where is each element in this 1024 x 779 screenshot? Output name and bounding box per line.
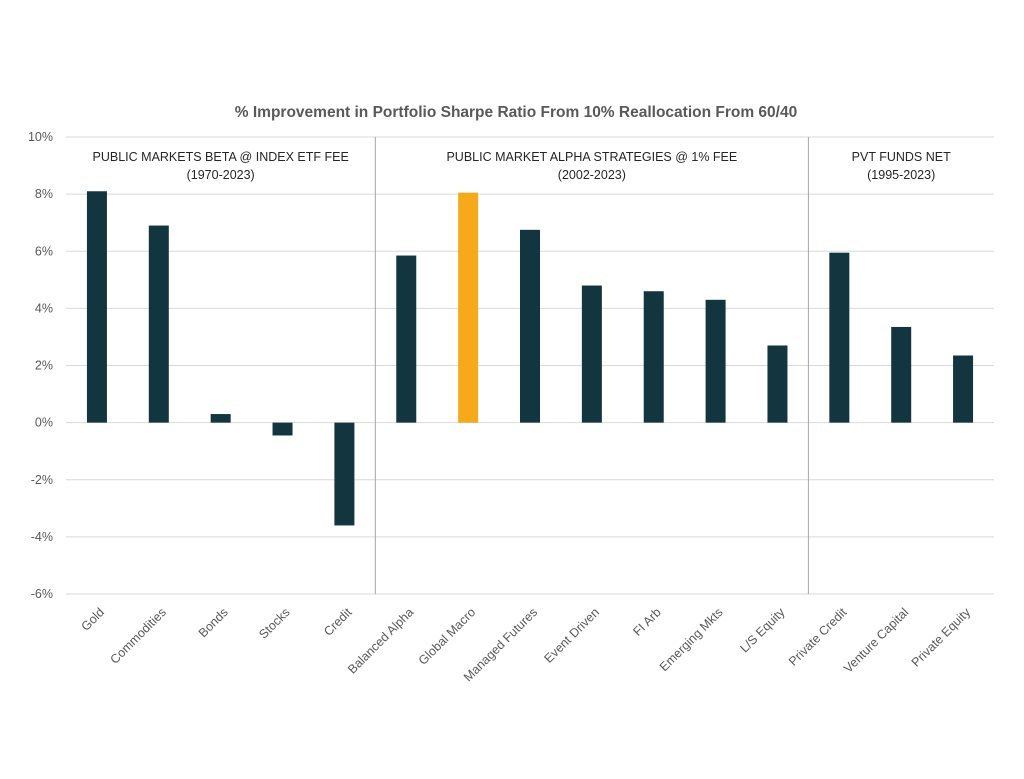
x-axis-categories: Gold Commodities Bonds Stocks CreditBalanced…	[78, 605, 973, 685]
y-tick-label: 6%	[35, 244, 53, 258]
x-category-label: Event Driven	[541, 605, 602, 666]
bar	[643, 291, 664, 423]
x-category-label: Global Macro	[416, 605, 478, 667]
x-category-label: FI Arb	[630, 605, 664, 639]
x-category-label: Private Equity	[909, 605, 974, 670]
chart-title: % Improvement in Portfolio Sharpe Ratio …	[235, 104, 797, 121]
x-category-label: Balanced Alpha	[345, 605, 416, 676]
segment-header: PVT FUNDS NET	[852, 150, 951, 164]
bar	[520, 229, 540, 423]
y-tick-label: 0%	[35, 416, 53, 430]
bar	[705, 299, 726, 423]
bar	[458, 192, 479, 423]
y-tick-label: 2%	[35, 359, 53, 373]
x-category-label: Emerging Mkts	[657, 605, 726, 674]
x-category-label: Private Credit	[786, 605, 850, 669]
x-category-label: L/S Equity	[737, 605, 788, 656]
bar	[829, 252, 850, 423]
x-category-label: Stocks	[256, 605, 292, 641]
x-category-label: Commodities	[107, 605, 168, 666]
y-tick-label: 10%	[28, 130, 53, 144]
bar	[767, 345, 788, 423]
bar	[396, 255, 417, 423]
segment-header: PUBLIC MARKETS BETA @ INDEX ETF FEE	[93, 150, 349, 164]
y-tick-label: 4%	[35, 301, 53, 315]
y-tick-label: -4%	[31, 530, 53, 544]
bar	[272, 422, 293, 436]
y-tick-label: -6%	[31, 587, 53, 601]
bar	[210, 414, 231, 423]
bars	[86, 191, 974, 526]
segment-period: (1970-2023)	[187, 168, 255, 182]
x-category-label: Gold	[78, 605, 107, 634]
x-category-label: Bonds	[196, 605, 231, 640]
bar	[581, 285, 602, 423]
bar	[891, 326, 912, 423]
y-tick-label: 8%	[35, 187, 53, 201]
segment-header: PUBLIC MARKET ALPHA STRATEGIES @ 1% FEE	[446, 150, 737, 164]
segment-period: (1995-2023)	[867, 168, 935, 182]
x-category-label: Credit	[321, 605, 355, 639]
segment-headers: PUBLIC MARKETS BETA @ INDEX ETF FEE (1970…	[93, 150, 952, 182]
bar	[334, 422, 355, 526]
bar	[86, 191, 107, 423]
y-axis-ticks: 10% 8% 6% 4% 2% 0% -2% -4% -6%	[28, 130, 53, 601]
segment-period: (2002-2023)	[558, 168, 626, 182]
segment-separators	[374, 137, 809, 594]
bar	[148, 225, 169, 423]
y-tick-label: -2%	[31, 473, 53, 487]
bar	[953, 355, 974, 423]
x-category-label: Venture Capital	[841, 605, 911, 675]
